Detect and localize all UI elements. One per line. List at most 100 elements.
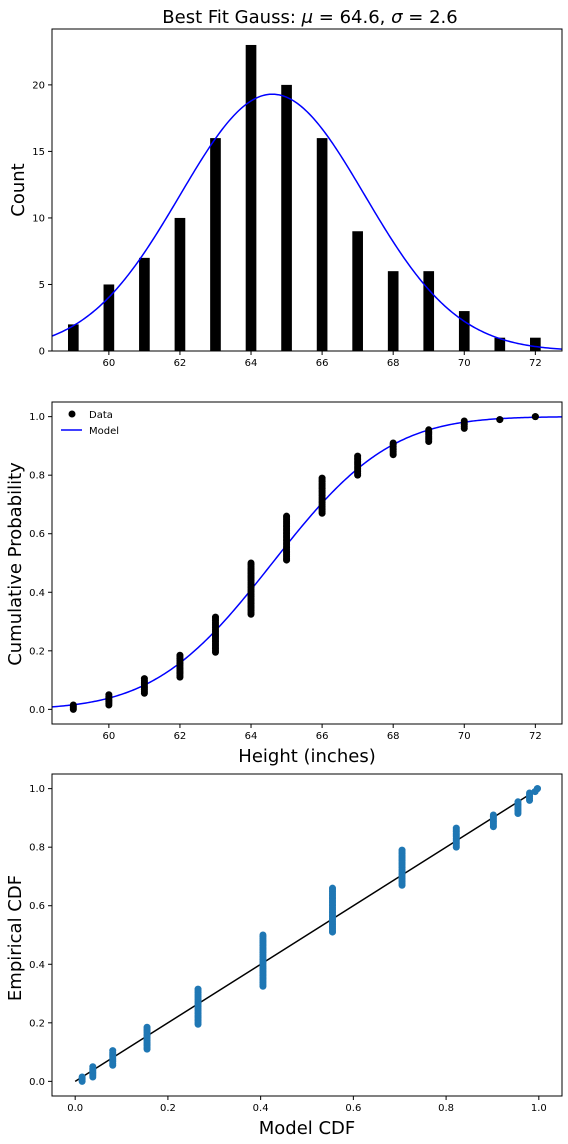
histogram-y-axis-label: Count	[8, 163, 29, 216]
histogram-x-tick-label: 60	[102, 358, 115, 369]
data-point	[283, 512, 291, 520]
qq-point	[143, 1023, 151, 1031]
qq-point	[533, 785, 541, 793]
data-point	[247, 559, 255, 567]
data-point	[354, 452, 362, 460]
cdf-legend: Data Model	[61, 410, 119, 437]
qq-point	[109, 1047, 117, 1055]
qq-y-tick-label: 0.8	[29, 843, 45, 854]
cdf-x-tick-label: 72	[529, 731, 542, 742]
histogram-y-tick-label: 20	[32, 80, 45, 91]
data-point	[425, 426, 433, 434]
data-point	[105, 691, 113, 699]
data-point	[140, 675, 148, 683]
histogram-title: Best Fit Gauss: μ = 64.6, σ = 2.6	[162, 7, 457, 28]
histogram-bar	[458, 311, 470, 351]
histogram-x-tick-label: 64	[245, 358, 258, 369]
histogram-plot-area	[52, 44, 562, 351]
histogram-bar	[316, 138, 328, 351]
qq-y-tick-label: 0.0	[29, 1077, 45, 1088]
cdf-plot-area	[52, 413, 562, 713]
histogram-x-tick-label: 68	[387, 358, 400, 369]
histogram-x-tick-label: 66	[316, 358, 329, 369]
histogram-y-tick-label: 0	[39, 347, 45, 358]
qq-plot-area	[74, 785, 541, 1085]
qq-x-tick-label: 0.8	[438, 1103, 454, 1114]
data-point	[460, 417, 468, 425]
histogram-bar	[352, 231, 363, 351]
cdf-y-tick-label: 0.8	[29, 471, 45, 482]
qq-point	[259, 931, 267, 939]
qq-point	[78, 1073, 86, 1081]
legend-model-label: Model	[89, 426, 119, 437]
cdf-x-tick-label: 64	[245, 731, 258, 742]
cdf-x-axis-label: Height (inches)	[238, 746, 375, 767]
histogram-bar	[67, 324, 79, 351]
qq-point	[452, 824, 460, 832]
data-point	[318, 474, 326, 482]
cdf-y-tick-label: 0.2	[29, 646, 45, 657]
histogram-bar	[103, 284, 115, 351]
data-point	[496, 416, 504, 424]
qq-panel: Model CDF Empirical CDF 0.0 0.2 0.4 0.6 0.8 1…	[5, 773, 563, 1139]
data-point	[211, 613, 219, 621]
qq-point	[329, 884, 336, 892]
cdf-x-tick-label: 60	[102, 731, 115, 742]
histogram-bar	[281, 84, 292, 351]
qq-x-tick-label: 0.2	[160, 1103, 176, 1114]
histogram-bar	[494, 337, 506, 351]
cdf-y-tick-label: 1.0	[29, 412, 45, 423]
qq-y-axis-label: Empirical CDF	[5, 875, 26, 1001]
qq-y-tick-label: 0.4	[29, 960, 45, 971]
cdf-axes-frame	[51, 401, 563, 725]
histogram-bar	[423, 271, 435, 351]
qq-axes-frame	[51, 773, 563, 1097]
cdf-y-tick-label: 0.0	[29, 705, 45, 716]
qq-y-tick-label: 0.2	[29, 1018, 45, 1029]
qq-x-tick-label: 0.0	[67, 1103, 83, 1114]
histogram-x-tick-label: 62	[174, 358, 187, 369]
cdf-x-tick-label: 68	[387, 731, 400, 742]
qq-x-tick-label: 0.4	[253, 1103, 269, 1114]
qq-x-tick-label: 0.6	[345, 1103, 361, 1114]
qq-x-axis-label: Model CDF	[259, 1118, 356, 1139]
cdf-x-tick-label: 66	[316, 731, 329, 742]
histogram-y-tick-label: 15	[32, 147, 45, 158]
qq-y-tick-label: 1.0	[29, 784, 45, 795]
model-cdf-line	[52, 416, 562, 708]
histogram-y-tick-label: 5	[39, 280, 45, 291]
cdf-y-tick-label: 0.6	[29, 529, 45, 540]
identity-line	[74, 788, 540, 1082]
histogram-panel: Best Fit Gauss: μ = 64.6, σ = 2.6 Count …	[8, 7, 563, 369]
histogram-axes-frame	[51, 28, 563, 352]
data-point	[69, 701, 77, 709]
cdf-x-tick-label: 70	[458, 731, 471, 742]
histogram-bar	[210, 138, 221, 351]
histogram-bar	[530, 337, 541, 351]
cdf-y-axis-label: Cumulative Probability	[5, 462, 26, 666]
qq-point	[489, 811, 497, 819]
qq-point	[398, 846, 406, 854]
histogram-y-tick-label: 10	[32, 213, 45, 224]
qq-point	[514, 798, 522, 806]
histogram-bar	[387, 271, 399, 351]
cdf-panel: Height (inches) Cumulative Probability D…	[5, 401, 563, 767]
gaussian-fit-curve	[52, 93, 562, 350]
qq-x-tick-label: 1.0	[531, 1103, 547, 1114]
histogram-bar	[245, 44, 257, 351]
legend-data-marker	[68, 410, 76, 418]
cdf-x-tick-label: 62	[174, 731, 187, 742]
legend-data-label: Data	[89, 410, 113, 421]
data-point	[176, 651, 184, 659]
qq-point	[194, 985, 202, 993]
histogram-x-tick-label: 70	[458, 358, 471, 369]
histogram-x-tick-label: 72	[529, 358, 542, 369]
qq-point	[526, 789, 534, 797]
qq-y-tick-label: 0.6	[29, 901, 45, 912]
cdf-y-tick-label: 0.4	[29, 588, 45, 599]
qq-point	[89, 1063, 97, 1071]
data-point	[531, 413, 539, 421]
data-point	[389, 439, 397, 447]
histogram-bar	[139, 257, 150, 351]
